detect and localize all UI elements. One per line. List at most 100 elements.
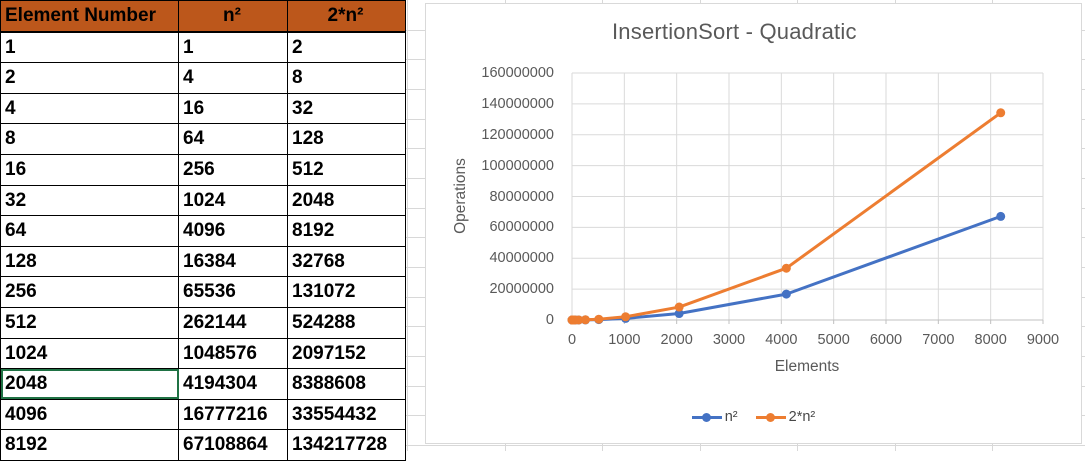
table-cell[interactable]: 1 bbox=[0, 31, 179, 64]
y-tick-label: 60000000 bbox=[489, 219, 554, 236]
data-point-marker[interactable] bbox=[781, 289, 791, 299]
data-point-marker[interactable] bbox=[996, 108, 1006, 118]
x-tick-label: 4000 bbox=[765, 332, 798, 348]
table-cell[interactable]: 8192 bbox=[287, 215, 406, 247]
data-point-marker[interactable] bbox=[574, 315, 584, 325]
data-point-marker[interactable] bbox=[594, 314, 604, 324]
table-row: 512 262144 524288 bbox=[0, 306, 406, 339]
table-row: 2048 4194304 8388608 bbox=[0, 368, 406, 400]
x-tick-label: 5000 bbox=[817, 332, 850, 348]
table-cell[interactable]: 16777216 bbox=[178, 398, 288, 431]
table-cell[interactable]: 8 bbox=[0, 123, 179, 155]
data-point-marker[interactable] bbox=[580, 315, 590, 325]
sheet-gridline bbox=[407, 0, 408, 451]
legend-label: 2*n² bbox=[788, 409, 816, 425]
table-cell[interactable]: 33554432 bbox=[287, 398, 406, 431]
header-cell-element-number[interactable]: Element Number bbox=[0, 0, 179, 33]
table-cell[interactable]: 2 bbox=[287, 31, 406, 64]
table-cell[interactable]: 512 bbox=[287, 153, 406, 186]
table-cell[interactable]: 256 bbox=[0, 276, 179, 308]
table-cell[interactable]: 1 bbox=[178, 31, 288, 64]
table-cell[interactable]: 2048 bbox=[0, 368, 179, 400]
table-cell[interactable]: 131072 bbox=[287, 276, 406, 308]
table-row: 8 64 128 bbox=[0, 123, 406, 155]
legend-line-swatch bbox=[691, 412, 722, 422]
x-tick-label: 9000 bbox=[1026, 332, 1060, 348]
data-point-marker[interactable] bbox=[674, 309, 684, 319]
x-tick-label: 2000 bbox=[660, 332, 693, 348]
legend-marker-dot bbox=[765, 412, 775, 422]
table-cell[interactable]: 256 bbox=[178, 153, 288, 186]
table-cell[interactable]: 4096 bbox=[0, 398, 179, 431]
table-cell[interactable]: 1024 bbox=[178, 184, 288, 217]
table-cell[interactable]: 262144 bbox=[178, 306, 288, 339]
y-tick-label: 20000000 bbox=[489, 281, 554, 298]
legend-marker-dot bbox=[701, 412, 711, 422]
table-row: 256 65536 131072 bbox=[0, 276, 406, 308]
x-axis-title: Elements bbox=[774, 358, 840, 375]
y-tick-label: 140000000 bbox=[481, 95, 554, 112]
table-cell[interactable]: 32 bbox=[287, 92, 406, 125]
table-cell[interactable]: 8388608 bbox=[287, 368, 406, 400]
table-cell[interactable]: 8 bbox=[287, 62, 406, 94]
table-cell[interactable]: 8192 bbox=[0, 429, 179, 461]
legend-item[interactable]: 2*n² bbox=[755, 409, 816, 425]
header-cell-2n-squared[interactable]: 2*n² bbox=[287, 0, 406, 33]
header-cell-n-squared[interactable]: n² bbox=[178, 0, 288, 33]
y-tick-label: 40000000 bbox=[489, 250, 554, 267]
table-cell[interactable]: 2 bbox=[0, 62, 179, 94]
table-cell[interactable]: 2097152 bbox=[287, 337, 406, 370]
table-cell[interactable]: 512 bbox=[0, 306, 179, 339]
table-cell[interactable]: 128 bbox=[287, 123, 406, 155]
table-cell[interactable]: 4 bbox=[178, 62, 288, 94]
table-cell[interactable]: 32 bbox=[0, 184, 179, 217]
table-cell[interactable]: 4 bbox=[0, 92, 179, 125]
table-cell[interactable]: 4096 bbox=[178, 215, 288, 247]
data-table: Element Number n² 2*n² 1 1 2 2 4 8 4 16 32 8 64 128… bbox=[0, 0, 406, 461]
data-point-marker[interactable] bbox=[996, 211, 1006, 221]
table-header-row: Element Number n² 2*n² bbox=[0, 0, 406, 33]
table-row: 32 1024 2048 bbox=[0, 184, 406, 217]
data-point-marker[interactable] bbox=[621, 312, 631, 322]
chart-title: InsertionSort - Quadratic bbox=[612, 19, 857, 44]
table-cell[interactable]: 4194304 bbox=[178, 368, 288, 400]
table-cell[interactable]: 16 bbox=[0, 153, 179, 186]
chart-legend[interactable]: n² 2*n² bbox=[426, 409, 1081, 425]
y-tick-label: 100000000 bbox=[481, 157, 554, 174]
table-row: 4 16 32 bbox=[0, 92, 406, 125]
plot-area bbox=[567, 72, 1044, 325]
table-row: 8192 67108864 134217728 bbox=[0, 429, 406, 461]
table-row: 1024 1048576 2097152 bbox=[0, 337, 406, 370]
y-tick-label: 0 bbox=[545, 312, 554, 328]
table-cell[interactable]: 128 bbox=[0, 245, 179, 278]
y-axis-title: Operations bbox=[452, 158, 469, 234]
legend-item[interactable]: n² bbox=[691, 409, 738, 425]
chart-area[interactable]: InsertionSort - Quadratic 0 20000000 40000… bbox=[425, 3, 1082, 444]
data-point-marker[interactable] bbox=[781, 263, 791, 273]
table-cell[interactable]: 524288 bbox=[287, 306, 406, 339]
table-cell[interactable]: 16 bbox=[178, 92, 288, 125]
table-cell[interactable]: 32768 bbox=[287, 245, 406, 278]
table-row: 16 256 512 bbox=[0, 153, 406, 186]
table-cell[interactable]: 2048 bbox=[287, 184, 406, 217]
table-cell[interactable]: 64 bbox=[0, 215, 179, 247]
table-cell[interactable]: 1048576 bbox=[178, 337, 288, 370]
table-cell[interactable]: 65536 bbox=[178, 276, 288, 308]
table-cell[interactable]: 134217728 bbox=[287, 429, 406, 461]
table-row: 64 4096 8192 bbox=[0, 215, 406, 247]
y-tick-label: 80000000 bbox=[489, 188, 554, 205]
x-tick-label: 1000 bbox=[608, 332, 641, 348]
table-cell[interactable]: 64 bbox=[178, 123, 288, 155]
x-tick-label: 0 bbox=[567, 332, 577, 348]
table-row: 4096 16777216 33554432 bbox=[0, 398, 406, 431]
table-row: 128 16384 32768 bbox=[0, 245, 406, 278]
table-cell[interactable]: 1024 bbox=[0, 337, 179, 370]
table-cell[interactable]: 67108864 bbox=[178, 429, 288, 461]
table-cell[interactable]: 16384 bbox=[178, 245, 288, 278]
x-tick-label: 3000 bbox=[712, 332, 746, 348]
data-point-marker[interactable] bbox=[674, 302, 684, 312]
legend-label: n² bbox=[724, 409, 738, 425]
sheet-gridline bbox=[405, 445, 1085, 446]
